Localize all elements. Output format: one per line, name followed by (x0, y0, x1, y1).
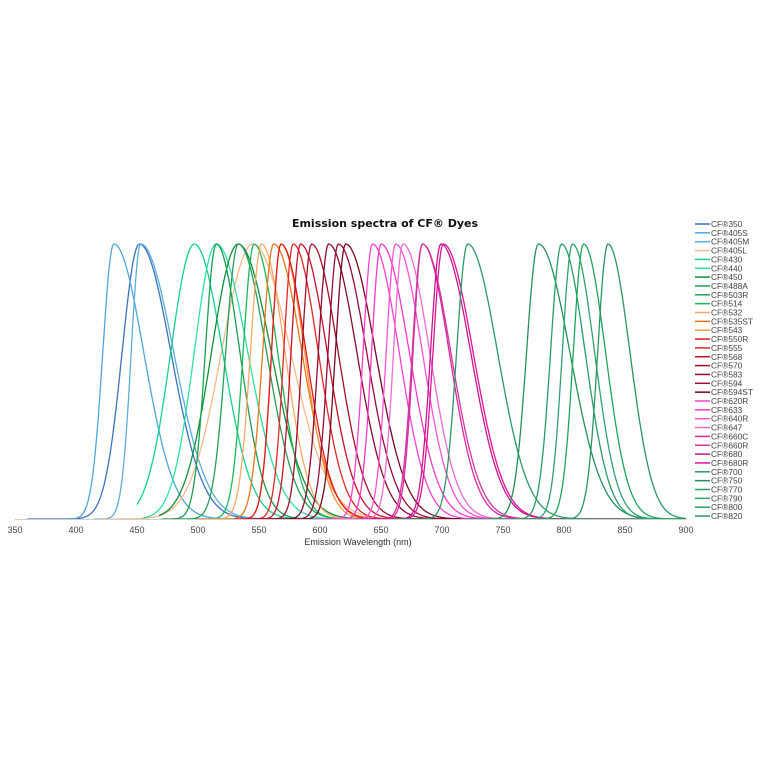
legend-item: CF®700 (695, 467, 743, 477)
legend-label: CF®450 (711, 272, 743, 282)
series-line-cf620r (313, 243, 625, 520)
legend-label: CF®430 (711, 254, 743, 264)
legend-item: CF®660C (695, 431, 748, 441)
x-tick-label: 650 (373, 525, 388, 535)
series-line-cf790 (515, 243, 686, 520)
x-tick-label: 350 (7, 525, 22, 535)
legend-label: CF®633 (711, 405, 743, 415)
legend-item: CF®405S (695, 228, 748, 238)
legend-label: CF®680R (711, 458, 748, 468)
legend-item: CF®550R (695, 334, 748, 344)
legend-item: CF®405L (695, 246, 747, 256)
legend-item: CF®820 (695, 511, 743, 521)
legend-label: CF®594 (711, 378, 743, 388)
series-line-cf532 (198, 243, 516, 520)
legend-item: CF®350 (695, 219, 743, 229)
legend-label: CF®488A (711, 281, 748, 291)
legend-label: CF®640R (711, 414, 748, 424)
legend-label: CF®514 (711, 299, 743, 309)
legend-item: CF®430 (695, 254, 743, 264)
x-tick-label: 500 (190, 525, 205, 535)
legend-item: CF®503R (695, 290, 748, 300)
legend-item: CF®450 (695, 272, 743, 282)
legend-item: CF®620R (695, 396, 748, 406)
legend-label: CF®350 (711, 219, 743, 229)
legend-item: CF®750 (695, 476, 743, 486)
legend-item: CF®680 (695, 449, 743, 459)
series-line-cf405s (72, 243, 369, 520)
legend-label: CF®405L (711, 246, 747, 256)
legend-item: CF®514 (695, 299, 743, 309)
legend-label: CF®790 (711, 493, 743, 503)
legend-label: CF®440 (711, 263, 743, 273)
legend-label: CF®555 (711, 343, 743, 353)
legend-item: CF®405M (695, 237, 749, 247)
series-line-cf800 (527, 243, 686, 520)
legend-item: CF®594ST (695, 387, 753, 397)
legend-label: CF®543 (711, 325, 743, 335)
legend-item: CF®568 (695, 352, 743, 362)
legend-label: CF®647 (711, 423, 743, 433)
series-line-cf555 (234, 243, 564, 520)
series-line-cf820 (545, 243, 687, 520)
legend-item: CF®555 (695, 343, 743, 353)
legend-label: CF®660R (711, 440, 748, 450)
x-tick-label: 750 (495, 525, 510, 535)
legend-label: CF®583 (711, 369, 743, 379)
series-curves (27, 243, 687, 520)
x-axis-label: Emission Wavelength (nm) (304, 537, 411, 547)
legend-label: CF®700 (711, 467, 743, 477)
legend-label: CF®594ST (711, 387, 753, 397)
chart-title: Emission spectra of CF® Dyes (292, 217, 479, 230)
legend-item: CF®570 (695, 361, 743, 371)
legend-label: CF®750 (711, 476, 743, 486)
legend: CF®350CF®405SCF®405MCF®405LCF®430CF®440C… (695, 219, 753, 521)
x-tick-label: 400 (68, 525, 83, 535)
x-tick-label: 800 (556, 525, 571, 535)
legend-item: CF®532 (695, 308, 743, 318)
legend-item: CF®790 (695, 493, 743, 503)
legend-item: CF®680R (695, 458, 748, 468)
legend-label: CF®770 (711, 485, 743, 495)
legend-item: CF®488A (695, 281, 748, 291)
legend-label: CF®820 (711, 511, 743, 521)
x-tick-label: 550 (251, 525, 266, 535)
legend-item: CF®543 (695, 325, 743, 335)
legend-item: CF®640R (695, 414, 748, 424)
series-line-cf550r (234, 243, 564, 520)
legend-item: CF®660R (695, 440, 748, 450)
legend-label: CF®680 (711, 449, 743, 459)
legend-item: CF®440 (695, 263, 743, 273)
legend-item: CF®647 (695, 423, 743, 433)
legend-label: CF®405S (711, 228, 748, 238)
legend-label: CF®503R (711, 290, 748, 300)
legend-label: CF®570 (711, 361, 743, 371)
x-tick-labels: 350 400 450 500 550 600 650 700 750 800 850 900 (7, 525, 693, 535)
legend-item: CF®770 (695, 485, 743, 495)
x-tick-label: 900 (678, 525, 693, 535)
legend-label: CF®550R (711, 334, 748, 344)
series-line-cf350 (27, 243, 369, 520)
series-line-cf594 (271, 243, 589, 520)
legend-label: CF®405M (711, 237, 749, 247)
series-line-cf543 (210, 243, 540, 520)
legend-item: CF®594 (695, 378, 743, 388)
legend-label: CF®535ST (711, 316, 753, 326)
legend-label: CF®568 (711, 352, 743, 362)
legend-label: CF®660C (711, 431, 748, 441)
legend-label: CF®800 (711, 502, 743, 512)
x-tick-label: 450 (129, 525, 144, 535)
legend-item: CF®633 (695, 405, 743, 415)
series-line-cf633 (320, 243, 625, 520)
x-tick-label: 600 (312, 525, 327, 535)
legend-item: CF®583 (695, 369, 743, 379)
legend-item: CF®800 (695, 502, 743, 512)
x-tick-label: 850 (617, 525, 632, 535)
x-tick-label: 700 (434, 525, 449, 535)
legend-label: CF®620R (711, 396, 748, 406)
legend-label: CF®532 (711, 308, 743, 318)
legend-item: CF®535ST (695, 316, 753, 326)
